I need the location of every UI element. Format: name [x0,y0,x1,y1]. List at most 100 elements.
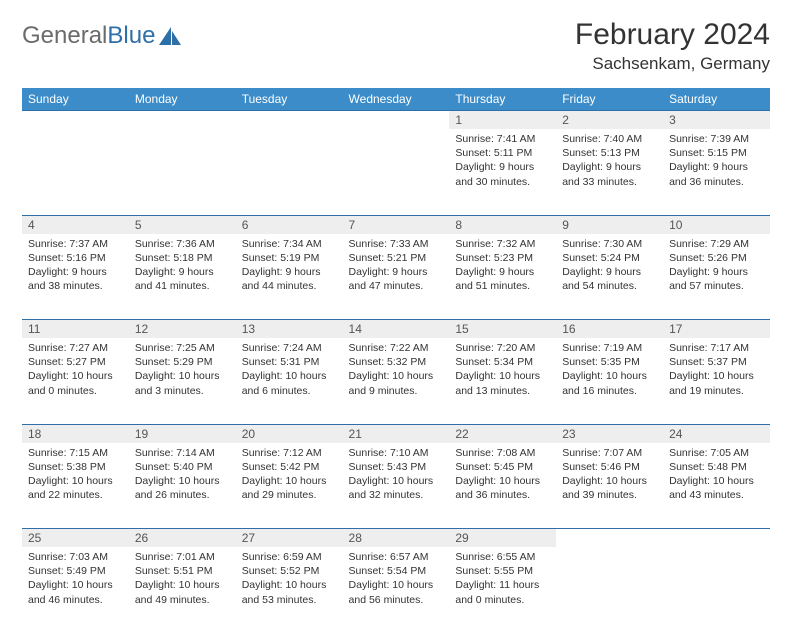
day-details: Sunrise: 7:19 AMSunset: 5:35 PMDaylight:… [556,338,663,404]
day-number: 20 [236,425,343,443]
title-block: February 2024 Sachsenkam, Germany [575,18,770,76]
day-number-cell: 17 [663,320,770,339]
day-number: 27 [236,529,343,547]
day-content-cell [22,129,129,215]
day-content-cell: Sunrise: 7:32 AMSunset: 5:23 PMDaylight:… [449,234,556,320]
day-details: Sunrise: 7:12 AMSunset: 5:42 PMDaylight:… [236,443,343,509]
calendar-body: 123Sunrise: 7:41 AMSunset: 5:11 PMDaylig… [22,111,770,633]
day-content-cell: Sunrise: 7:22 AMSunset: 5:32 PMDaylight:… [343,338,450,424]
day-number: 28 [343,529,450,547]
day-number [129,111,236,129]
logo: GeneralBlue [22,18,183,50]
content-row: Sunrise: 7:15 AMSunset: 5:38 PMDaylight:… [22,443,770,529]
day-details: Sunrise: 7:39 AMSunset: 5:15 PMDaylight:… [663,129,770,195]
day-number-cell [129,111,236,130]
calendar-table: SundayMondayTuesdayWednesdayThursdayFrid… [22,88,770,633]
weekday-header: Monday [129,88,236,111]
day-content-cell: Sunrise: 6:57 AMSunset: 5:54 PMDaylight:… [343,547,450,633]
day-number [22,111,129,129]
day-number: 7 [343,216,450,234]
day-details: Sunrise: 7:25 AMSunset: 5:29 PMDaylight:… [129,338,236,404]
day-number-cell: 13 [236,320,343,339]
day-details: Sunrise: 7:03 AMSunset: 5:49 PMDaylight:… [22,547,129,613]
day-number: 25 [22,529,129,547]
day-number: 22 [449,425,556,443]
day-number: 24 [663,425,770,443]
day-number-cell: 28 [343,529,450,548]
day-details: Sunrise: 7:07 AMSunset: 5:46 PMDaylight:… [556,443,663,509]
logo-part1: General [22,22,107,49]
daynum-row: 18192021222324 [22,424,770,443]
day-number: 9 [556,216,663,234]
day-number-cell: 22 [449,424,556,443]
weekday-header: Thursday [449,88,556,111]
day-details: Sunrise: 7:29 AMSunset: 5:26 PMDaylight:… [663,234,770,300]
day-number [556,529,663,547]
day-content-cell [236,129,343,215]
day-number: 17 [663,320,770,338]
content-row: Sunrise: 7:03 AMSunset: 5:49 PMDaylight:… [22,547,770,633]
day-details: Sunrise: 7:14 AMSunset: 5:40 PMDaylight:… [129,443,236,509]
day-number-cell: 1 [449,111,556,130]
day-content-cell: Sunrise: 7:37 AMSunset: 5:16 PMDaylight:… [22,234,129,320]
day-number: 26 [129,529,236,547]
day-number: 18 [22,425,129,443]
day-number [663,529,770,547]
day-content-cell: Sunrise: 7:07 AMSunset: 5:46 PMDaylight:… [556,443,663,529]
day-content-cell: Sunrise: 7:10 AMSunset: 5:43 PMDaylight:… [343,443,450,529]
day-number: 2 [556,111,663,129]
content-row: Sunrise: 7:27 AMSunset: 5:27 PMDaylight:… [22,338,770,424]
day-number: 29 [449,529,556,547]
day-number-cell: 14 [343,320,450,339]
day-content-cell [343,129,450,215]
content-row: Sunrise: 7:41 AMSunset: 5:11 PMDaylight:… [22,129,770,215]
day-number-cell: 12 [129,320,236,339]
day-number-cell: 15 [449,320,556,339]
weekday-header: Saturday [663,88,770,111]
day-number: 13 [236,320,343,338]
day-content-cell: Sunrise: 7:15 AMSunset: 5:38 PMDaylight:… [22,443,129,529]
day-number: 6 [236,216,343,234]
day-details: Sunrise: 7:20 AMSunset: 5:34 PMDaylight:… [449,338,556,404]
day-details: Sunrise: 7:15 AMSunset: 5:38 PMDaylight:… [22,443,129,509]
weekday-header: Wednesday [343,88,450,111]
day-number [236,111,343,129]
day-details: Sunrise: 7:01 AMSunset: 5:51 PMDaylight:… [129,547,236,613]
day-content-cell: Sunrise: 7:30 AMSunset: 5:24 PMDaylight:… [556,234,663,320]
day-content-cell: Sunrise: 7:36 AMSunset: 5:18 PMDaylight:… [129,234,236,320]
day-content-cell: Sunrise: 7:24 AMSunset: 5:31 PMDaylight:… [236,338,343,424]
day-details: Sunrise: 7:10 AMSunset: 5:43 PMDaylight:… [343,443,450,509]
day-content-cell: Sunrise: 7:33 AMSunset: 5:21 PMDaylight:… [343,234,450,320]
day-number: 16 [556,320,663,338]
day-number: 11 [22,320,129,338]
day-number-cell [22,111,129,130]
daynum-row: 2526272829 [22,529,770,548]
day-details: Sunrise: 6:55 AMSunset: 5:55 PMDaylight:… [449,547,556,613]
day-details: Sunrise: 7:17 AMSunset: 5:37 PMDaylight:… [663,338,770,404]
day-content-cell: Sunrise: 7:20 AMSunset: 5:34 PMDaylight:… [449,338,556,424]
day-number: 15 [449,320,556,338]
day-number-cell: 29 [449,529,556,548]
day-number: 19 [129,425,236,443]
day-content-cell: Sunrise: 7:14 AMSunset: 5:40 PMDaylight:… [129,443,236,529]
day-number: 10 [663,216,770,234]
day-number-cell: 27 [236,529,343,548]
day-number-cell: 19 [129,424,236,443]
day-details: Sunrise: 7:40 AMSunset: 5:13 PMDaylight:… [556,129,663,195]
day-number-cell [236,111,343,130]
day-content-cell [556,547,663,633]
weekday-header-row: SundayMondayTuesdayWednesdayThursdayFrid… [22,88,770,111]
day-content-cell: Sunrise: 7:27 AMSunset: 5:27 PMDaylight:… [22,338,129,424]
day-number-cell: 6 [236,215,343,234]
daynum-row: 123 [22,111,770,130]
day-number-cell: 9 [556,215,663,234]
day-content-cell [663,547,770,633]
day-number-cell: 24 [663,424,770,443]
day-details: Sunrise: 7:41 AMSunset: 5:11 PMDaylight:… [449,129,556,195]
day-details: Sunrise: 7:32 AMSunset: 5:23 PMDaylight:… [449,234,556,300]
day-content-cell: Sunrise: 7:12 AMSunset: 5:42 PMDaylight:… [236,443,343,529]
weekday-header: Tuesday [236,88,343,111]
day-number-cell: 26 [129,529,236,548]
day-number-cell: 21 [343,424,450,443]
day-content-cell: Sunrise: 6:59 AMSunset: 5:52 PMDaylight:… [236,547,343,633]
